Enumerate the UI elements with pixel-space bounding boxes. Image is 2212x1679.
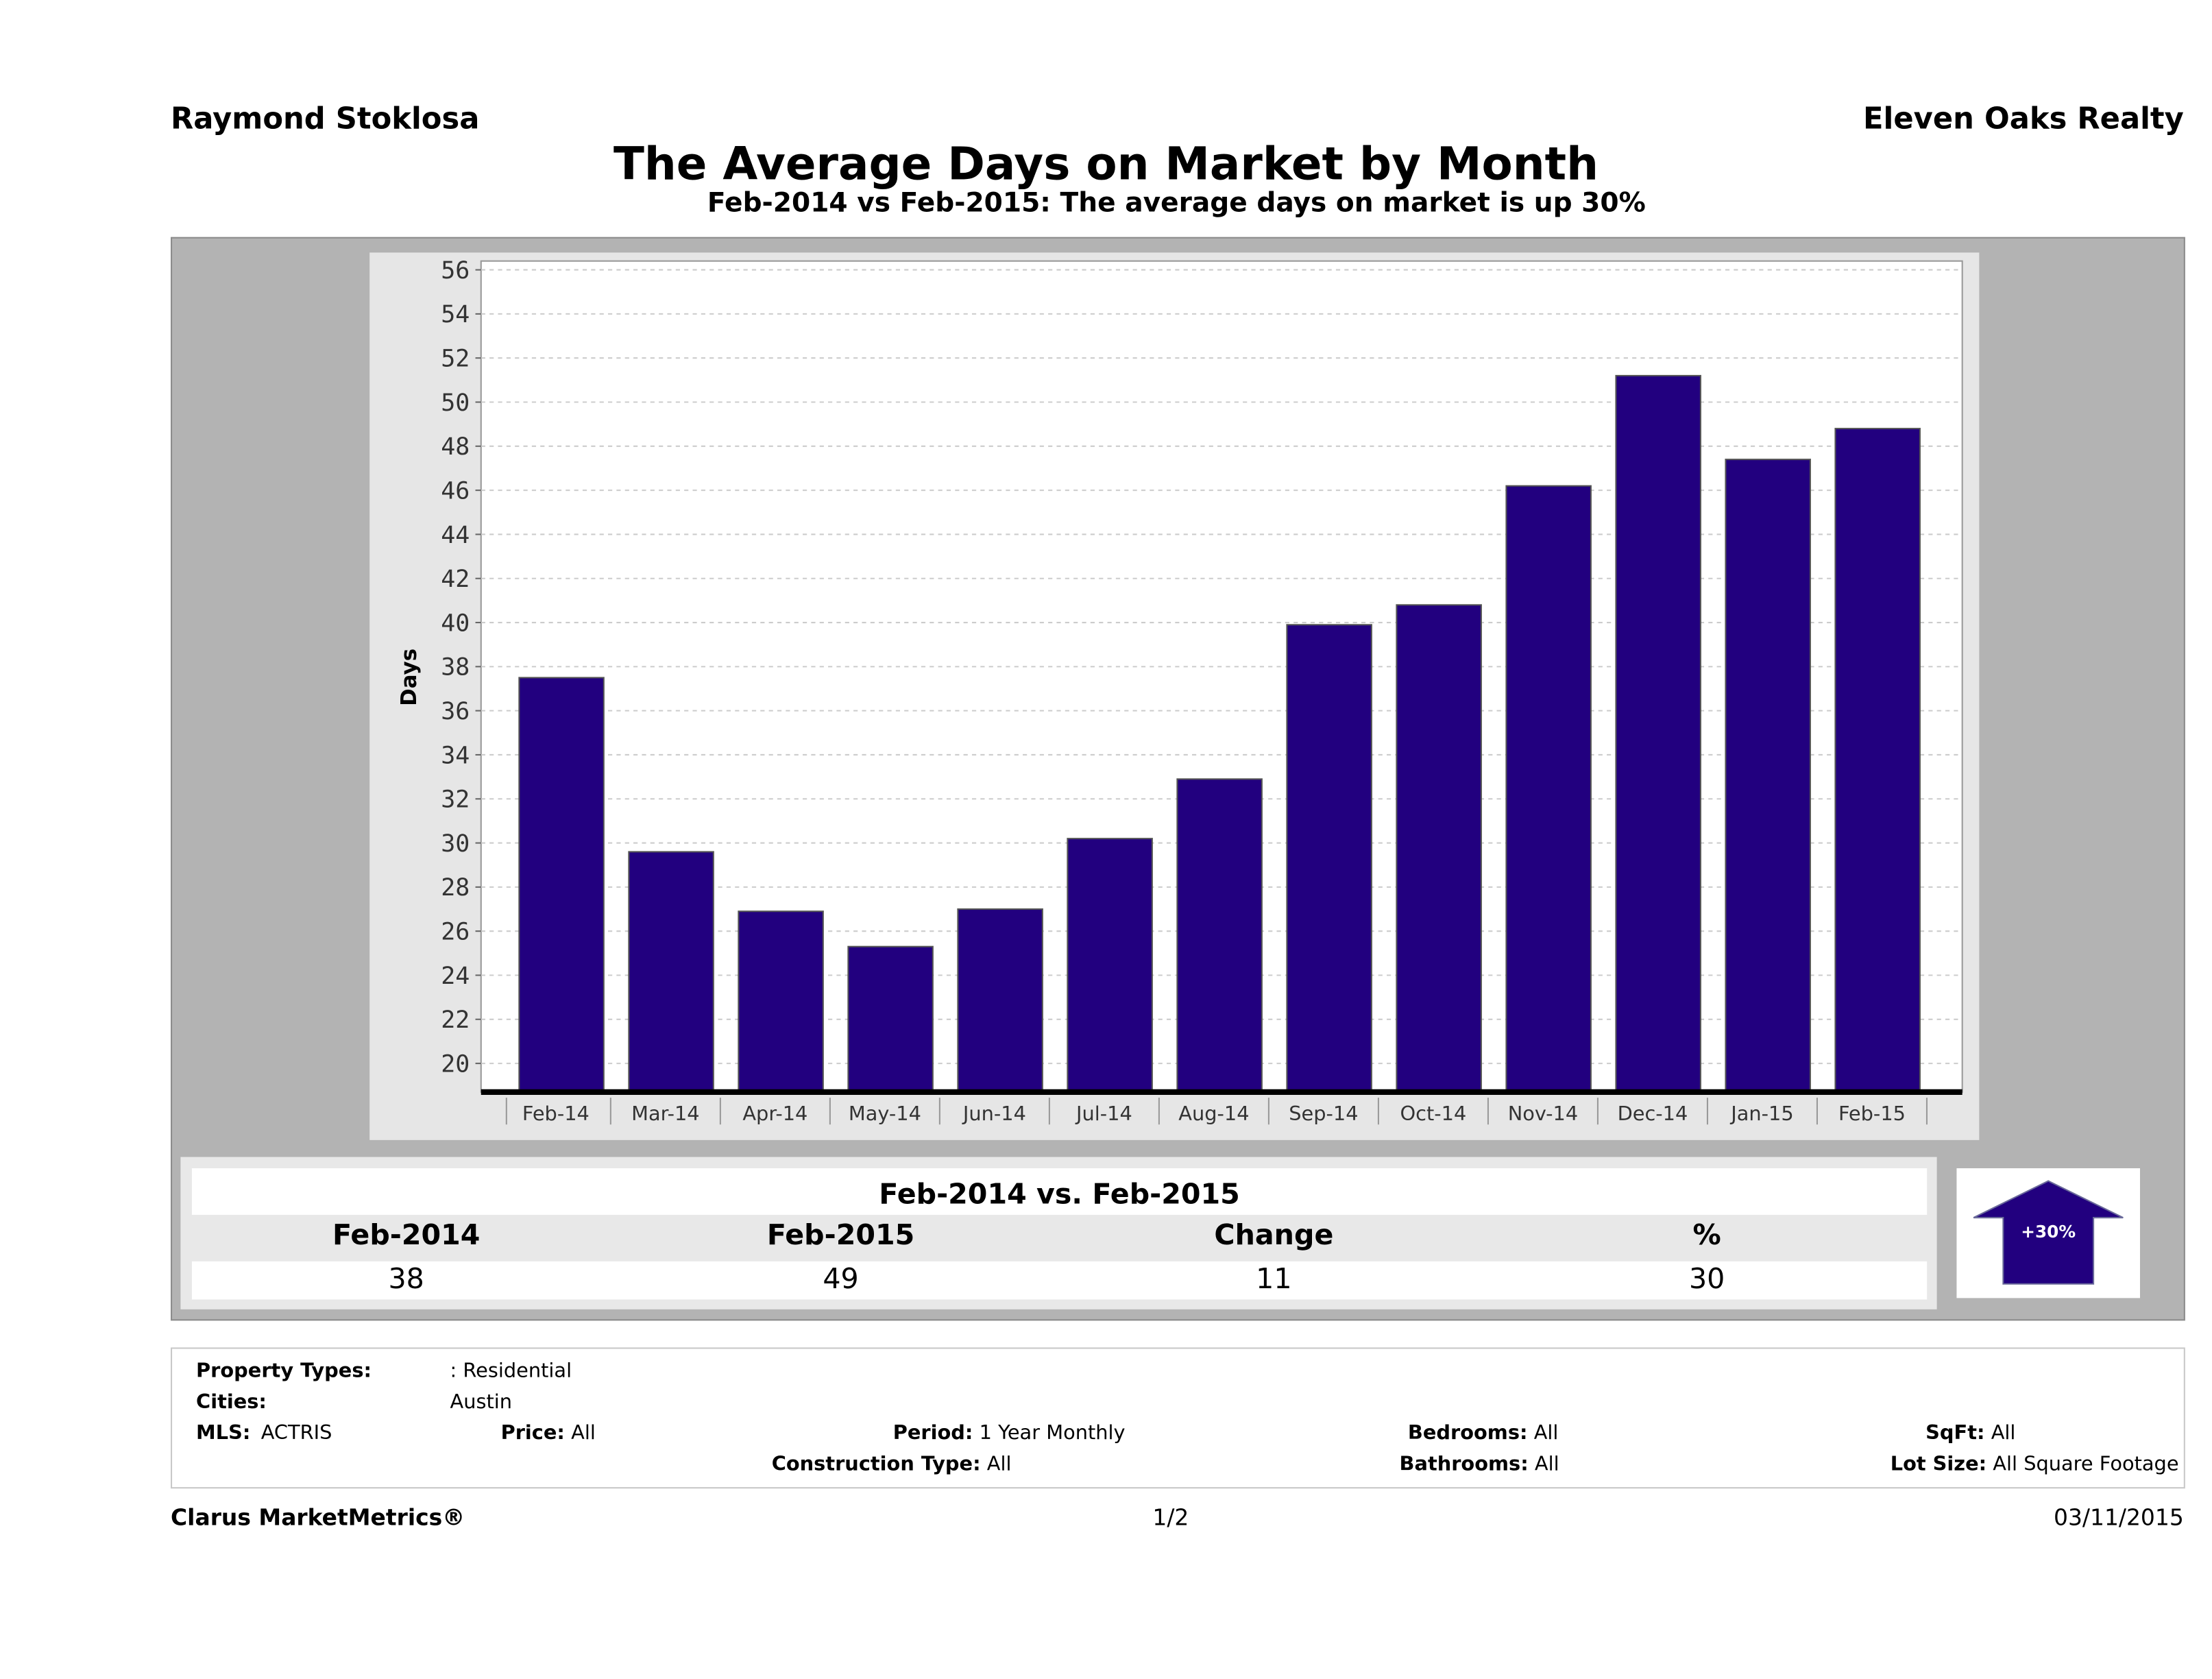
construction-label: Construction Type:	[771, 1453, 981, 1476]
comparison-table: Feb-2014 vs. Feb-2015 Feb-2014 Feb-2015 …	[180, 1157, 1937, 1309]
report-date: 03/11/2015	[2053, 1503, 2184, 1531]
x-tick-label: Jul-14	[1075, 1102, 1132, 1125]
period-filter: Period: 1 Year Monthly	[893, 1422, 1126, 1445]
page-number: 1/2	[1152, 1503, 1189, 1531]
bar	[847, 945, 934, 1093]
bar	[957, 908, 1043, 1093]
bar	[1834, 428, 1921, 1093]
bar	[1176, 778, 1263, 1093]
y-tick-label: 56	[441, 257, 470, 285]
x-tick-label: Dec-14	[1618, 1102, 1688, 1125]
cities-label: Cities:	[196, 1391, 267, 1414]
property-types-value: : Residential	[450, 1360, 572, 1383]
price-label: Price:	[500, 1422, 565, 1445]
header-feb-2015: Feb-2015	[766, 1218, 915, 1252]
bar	[1396, 604, 1482, 1093]
y-tick-label: 22	[441, 1006, 470, 1034]
y-tick-label: 24	[441, 963, 470, 990]
period-label: Period:	[892, 1422, 973, 1445]
y-tick-label: 34	[441, 742, 470, 769]
construction-filter: Construction Type: All	[772, 1453, 1012, 1476]
x-tick-label: Nov-14	[1508, 1102, 1578, 1125]
x-tick-label: Oct-14	[1400, 1102, 1467, 1125]
x-tick-label: May-14	[849, 1102, 921, 1125]
change-badge-label: +30%	[2021, 1222, 2076, 1242]
bar	[1725, 459, 1811, 1093]
construction-value: All	[986, 1453, 1012, 1476]
filter-summary: Property Types: : Residential Cities: Au…	[171, 1347, 2185, 1489]
y-tick-label: 54	[441, 301, 470, 328]
up-arrow-icon	[1973, 1180, 2124, 1285]
x-tick-label: Sep-14	[1289, 1102, 1358, 1125]
y-axis-label: Days	[397, 649, 422, 706]
bar	[1286, 624, 1372, 1093]
period-value: 1 Year Monthly	[979, 1422, 1126, 1445]
bathrooms-label: Bathrooms:	[1399, 1453, 1529, 1476]
bar	[1615, 374, 1701, 1093]
header-percent: %	[1692, 1218, 1721, 1252]
y-tick-label: 38	[441, 654, 470, 681]
x-tick-label: Aug-14	[1178, 1102, 1249, 1125]
y-tick-label: 36	[441, 698, 470, 725]
comparison-title: Feb-2014 vs. Feb-2015	[191, 1168, 1928, 1215]
lotsize-filter: Lot Size: All Square Footage	[1891, 1453, 2179, 1476]
lotsize-label: Lot Size:	[1890, 1453, 1987, 1476]
value-change: 11	[1256, 1261, 1292, 1296]
lotsize-value: All Square Footage	[1993, 1453, 2179, 1476]
y-tick-label: 30	[441, 830, 470, 858]
y-tick-label: 48	[441, 433, 470, 461]
footer-brand: Clarus MarketMetrics®	[171, 1503, 465, 1531]
y-tick-label: 26	[441, 919, 470, 946]
y-tick-label: 44	[441, 522, 470, 549]
bedrooms-filter: Bedrooms: All	[1408, 1422, 1559, 1445]
x-tick-label: Feb-14	[522, 1102, 590, 1125]
x-tick-label: Mar-14	[631, 1102, 700, 1125]
bedrooms-value: All	[1533, 1422, 1559, 1445]
y-tick-label: 20	[441, 1050, 470, 1078]
bar	[738, 910, 824, 1093]
x-tick-label: Feb-15	[1838, 1102, 1906, 1125]
y-tick-label: 40	[441, 609, 470, 637]
y-tick-label: 46	[441, 477, 470, 505]
price-filter: Price: All	[501, 1422, 596, 1445]
cities-value: Austin	[450, 1391, 513, 1414]
header-change: Change	[1214, 1218, 1334, 1252]
bathrooms-value: All	[1534, 1453, 1559, 1476]
agent-name: Raymond Stoklosa	[171, 101, 480, 136]
x-tick-label: Jan-15	[1729, 1102, 1793, 1125]
bar	[628, 851, 714, 1093]
y-tick-label: 52	[441, 346, 470, 373]
price-value: All	[571, 1422, 596, 1445]
sqft-value: All	[1991, 1422, 2016, 1445]
company-name: Eleven Oaks Realty	[1863, 101, 2184, 136]
property-types-label: Property Types:	[196, 1360, 372, 1383]
value-feb-2015: 49	[823, 1261, 859, 1296]
bathrooms-filter: Bathrooms: All	[1400, 1453, 1559, 1476]
bedrooms-label: Bedrooms:	[1407, 1422, 1528, 1445]
mls-label: MLS:	[196, 1422, 251, 1445]
sqft-label: SqFt:	[1925, 1422, 1985, 1445]
x-tick-label: Jun-14	[962, 1102, 1026, 1125]
change-badge: +30%	[1956, 1168, 2140, 1298]
bar	[1067, 838, 1153, 1093]
y-tick-label: 42	[441, 566, 470, 593]
value-feb-2014: 38	[388, 1261, 424, 1296]
comparison-header-row: Feb-2014 Feb-2015 Change %	[192, 1215, 1927, 1260]
y-tick-label: 50	[441, 389, 470, 417]
value-percent: 30	[1688, 1261, 1725, 1296]
bar	[1505, 485, 1592, 1093]
bar-chart: 20 22 24 26 28 30 32 34 36 38 40 42 44 46 48 50 52 54 56 Da…	[369, 252, 1980, 1140]
sqft-filter: SqFt: All	[1925, 1422, 2015, 1445]
chart-subtitle: Feb-2014 vs Feb-2015: The average days o…	[707, 187, 1646, 219]
chart-title: The Average Days on Market by Month	[613, 136, 1599, 191]
bar	[518, 677, 605, 1093]
header-feb-2014: Feb-2014	[332, 1218, 481, 1252]
x-tick-label: Apr-14	[742, 1102, 807, 1125]
y-tick-label: 28	[441, 874, 470, 902]
mls-value: ACTRIS	[260, 1422, 332, 1445]
y-tick-label: 32	[441, 786, 470, 814]
comparison-value-row: 38 49 11 30	[191, 1261, 1928, 1300]
